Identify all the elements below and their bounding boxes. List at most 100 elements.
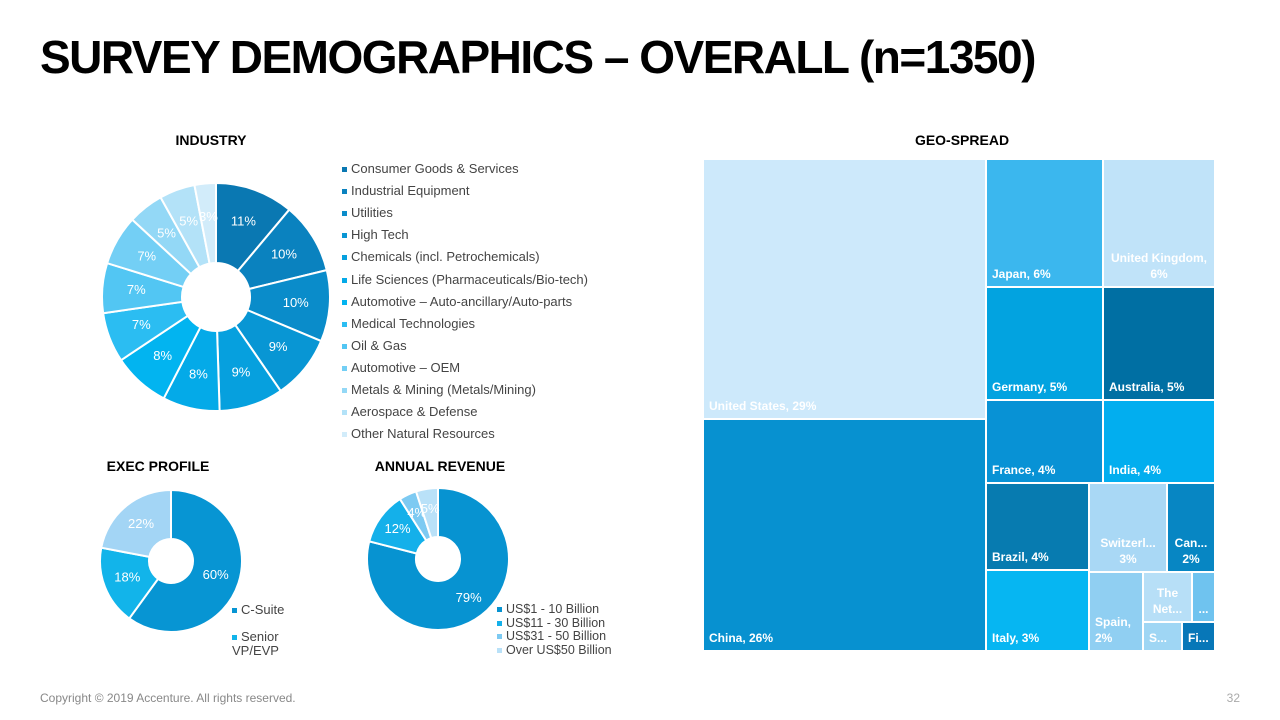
legend-label: Other Natural Resources	[351, 426, 495, 442]
treemap-tile: Australia, 5%	[1104, 288, 1214, 399]
slice	[193, 181, 217, 265]
slice-label: 8%	[153, 348, 172, 363]
legend-label: Oil & Gas	[351, 337, 407, 353]
treemap-tile: Can... 2%	[1168, 484, 1214, 571]
slice	[127, 488, 243, 633]
legend-item: Life Sciences (Pharmaceuticals/Bio-tech)	[342, 272, 588, 287]
legend-swatch	[342, 365, 347, 371]
slice-label: 7%	[137, 248, 156, 263]
legend-item: Chemicals (incl. Petrochemicals)	[342, 250, 540, 264]
slice-label: 79%	[456, 590, 482, 605]
tile-label: ...	[1198, 602, 1209, 616]
legend-item: Senior VP/EVP	[232, 630, 312, 658]
legend-item: Aerospace & Defense	[342, 405, 477, 419]
legend-item: Medical Technologies	[342, 315, 476, 331]
legend-item: Utilities	[342, 206, 393, 220]
legend-swatch	[497, 648, 502, 653]
treemap-tile: France, 4%	[987, 401, 1102, 482]
treemap-tile: Japan, 6%	[987, 160, 1102, 286]
tile-label: Can... 2%	[1174, 536, 1208, 566]
legend-label: Consumer Goods & Services	[351, 161, 519, 176]
legend-item: Oil & Gas	[342, 337, 407, 353]
slice-label: 7%	[132, 317, 151, 332]
legend-item: Automotive – Auto-ancillary/Auto-parts	[342, 293, 573, 309]
legend-swatch	[342, 410, 347, 416]
legend-label: C-Suite	[241, 602, 285, 617]
tile-label: Germany, 5%	[992, 380, 1068, 394]
treemap-tile: The Net...	[1144, 573, 1191, 621]
legend-label: Metals & Mining (Metals/Mining)	[351, 382, 536, 397]
legend-swatch	[342, 388, 347, 394]
legend-item: Automotive – OEM	[342, 360, 460, 375]
legend-label: US$1 - 10 Billion	[506, 602, 600, 616]
legend-item: High Tech	[342, 228, 409, 242]
tile-label: Japan, 6%	[992, 267, 1051, 281]
legend-item: Over US$50 Billion	[497, 643, 612, 657]
page-number: 32	[1226, 691, 1240, 705]
slice-label: 3%	[199, 209, 218, 224]
slice-label: 5%	[157, 226, 176, 241]
legend-item: Industrial Equipment	[342, 184, 470, 198]
tile-label: Switzerl... 3%	[1100, 536, 1156, 566]
slice	[414, 486, 439, 540]
legend-item: Other Natural Resources	[342, 427, 495, 441]
legend-swatch	[497, 634, 502, 640]
legend-label: Medical Technologies	[351, 315, 476, 331]
legend-swatch	[342, 432, 347, 438]
treemap-tile: India, 4%	[1104, 401, 1214, 482]
treemap-tile: Fi...	[1183, 623, 1214, 650]
slice-label: 5%	[179, 213, 198, 228]
legend-label: Chemicals (incl. Petrochemicals)	[351, 249, 540, 265]
legend-label: Over US$50 Billion	[506, 642, 612, 657]
slice-label: 9%	[269, 339, 288, 354]
tile-label: Italy, 3%	[992, 631, 1040, 645]
legend-label: US$31 - 50 Billion	[506, 629, 607, 644]
slice-label: 11%	[231, 213, 256, 228]
legend-swatch	[232, 608, 237, 614]
legend-label: US$11 - 30 Billion	[506, 615, 606, 630]
legend-swatch	[342, 277, 347, 283]
chart-title: EXEC PROFILE	[106, 458, 210, 474]
tile-label: Brazil, 4%	[992, 550, 1049, 564]
legend-label: High Tech	[351, 227, 409, 243]
legend-label: Aerospace & Defense	[351, 404, 478, 420]
legend-swatch	[342, 189, 347, 195]
treemap-tile: United States, 29%	[704, 160, 985, 418]
treemap-tile: ...	[1193, 573, 1214, 621]
slice-label: 8%	[189, 366, 208, 381]
footer: Copyright © 2019 Accenture. All rights r…	[40, 691, 296, 705]
slice-label: 10%	[283, 295, 309, 310]
tile-label: Fi...	[1188, 631, 1209, 645]
legend-swatch	[342, 233, 347, 239]
chart-title: INDUSTRY	[175, 132, 247, 148]
slice-label: 18%	[114, 570, 140, 585]
legend-label: Utilities	[351, 205, 393, 221]
slice-label: 60%	[203, 567, 229, 582]
treemap-tile: United Kingdom, 6%	[1104, 160, 1214, 286]
treemap-tile: Italy, 3%	[987, 571, 1088, 650]
legend-item: Metals & Mining (Metals/Mining)	[342, 383, 536, 397]
legend-swatch	[342, 343, 347, 349]
tile-label: France, 4%	[992, 463, 1056, 477]
legend-swatch	[342, 299, 347, 305]
slice-label: 7%	[127, 282, 146, 297]
legend-label: Automotive – Auto-ancillary/Auto-parts	[351, 293, 573, 309]
treemap-tile: Spain, 2%	[1090, 573, 1142, 650]
legend-item: US$31 - 50 Billion	[497, 629, 606, 643]
legend-item: US$1 - 10 Billion	[497, 602, 599, 616]
legend-swatch	[497, 620, 502, 626]
chart-title: ANNUAL REVENUE	[374, 458, 506, 474]
treemap-tile: Switzerl... 3%	[1090, 484, 1166, 571]
legend-item: US$11 - 30 Billion	[497, 616, 605, 630]
tile-label: United Kingdom, 6%	[1111, 251, 1207, 281]
treemap-tile: S...	[1144, 623, 1181, 650]
slice-label: 10%	[271, 246, 297, 261]
treemap-tile: Germany, 5%	[987, 288, 1102, 399]
slice-label: 22%	[128, 516, 154, 531]
treemap-tile: China, 26%	[704, 420, 985, 650]
tile-label: Spain, 2%	[1095, 615, 1132, 645]
tile-label: S...	[1149, 631, 1168, 645]
slice-label: 9%	[232, 364, 251, 379]
legend-swatch	[342, 167, 347, 173]
